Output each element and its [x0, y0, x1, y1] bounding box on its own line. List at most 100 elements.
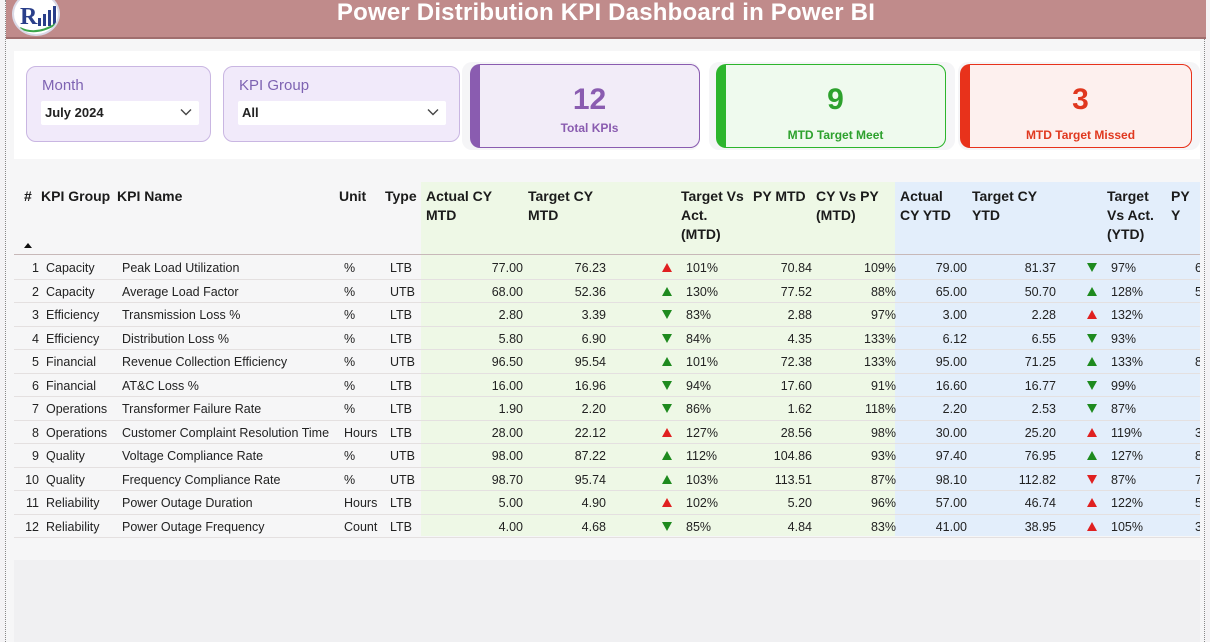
col-header-target-cy-ytd[interactable]: Target CY YTD	[972, 187, 1037, 225]
page-title: Power Distribution KPI Dashboard in Powe…	[336, 0, 876, 26]
cell-cy-vs-py-mtd: 83%	[870, 519, 896, 534]
cell-kpi-name: Voltage Compliance Rate	[122, 449, 264, 463]
cell-py-ytd: 3	[1195, 519, 1200, 534]
col-header-py-ytd[interactable]: PY Y	[1171, 188, 1190, 223]
cell-target-cy-mtd: 3.39	[581, 308, 606, 322]
cell-type: UTB	[390, 449, 415, 463]
chevron-down-icon	[180, 109, 192, 116]
cell-actual-cy-mtd: 4.00	[498, 519, 523, 534]
cell-py-ytd: 7	[1195, 472, 1200, 487]
month-dropdown[interactable]: July 2024	[41, 101, 199, 125]
col-header-num[interactable]: #	[24, 188, 32, 204]
arrow-up-icon	[662, 427, 672, 437]
arrow-down-icon	[1087, 474, 1097, 484]
kpi-group-dropdown[interactable]: All	[238, 101, 446, 125]
total-kpis-card: 12 Total KPIs	[470, 64, 700, 148]
col-header-actual-cy-ytd[interactable]: Actual CY YTD	[900, 187, 951, 225]
cell-kpi-group: Financial	[46, 378, 97, 393]
table-row[interactable]: 8 Operations Customer Complaint Resolution…	[14, 421, 1200, 444]
table-row[interactable]: 5 Financial Revenue Collection Efficiency%…	[14, 350, 1200, 374]
cell-kpi-name: Customer Complaint Resolution Time	[122, 425, 330, 440]
header-line: (YTD)	[1107, 226, 1145, 242]
cell-cy-vs-py-mtd: 97%	[870, 308, 896, 322]
table-row[interactable]: 1 Capacity Peak Load Utilization% LTB 77.00 7…	[14, 256, 1200, 280]
cell-kpi-group: Financial	[46, 355, 97, 369]
table-row[interactable]: 3 Efficiency Transmission Loss %% LTB 2.80 3.…	[14, 303, 1200, 327]
cell-cy-vs-py-mtd: 87%	[870, 472, 896, 487]
cell-actual-cy-mtd: 77.00	[491, 261, 523, 275]
cell-kpi-group: Efficiency	[46, 331, 100, 346]
cell-actual-cy-ytd: 95.00	[935, 355, 967, 369]
col-header-kpi-name[interactable]: KPI Name	[117, 188, 183, 204]
table-row[interactable]: 10 Quality Frequency Compliance Rate% UTB 98…	[14, 468, 1200, 491]
cell-type: LTB	[390, 425, 412, 440]
cell-target-cy-ytd: 50.70	[1024, 284, 1056, 299]
table-row[interactable]: 6 Financial AT&C Loss %% LTB 16.00 16.96 94% 17…	[14, 374, 1200, 397]
header-line: (MTD)	[816, 207, 856, 223]
cell-unit: Hours	[344, 425, 378, 440]
col-header-target-vs-act-ytd[interactable]: Target Vs Act. (YTD)	[1107, 187, 1154, 244]
cell-target-vs-act-mtd: 103%	[686, 472, 718, 487]
table-row[interactable]: 2 Capacity Average Load Factor% UTB 68.00 52.…	[14, 280, 1200, 303]
col-header-py-mtd[interactable]: PY MTD	[753, 188, 806, 204]
cell-actual-cy-mtd: 2.80	[498, 308, 523, 322]
cell-py-mtd: 5.20	[787, 496, 812, 510]
arrow-up-icon	[1087, 286, 1097, 296]
col-header-actual-cy-mtd[interactable]: Actual CY MTD	[426, 187, 492, 225]
cell-target-cy-mtd: 52.36	[574, 284, 606, 299]
cell-unit: %	[344, 331, 356, 346]
cell-num: 6	[32, 378, 39, 393]
cell-target-cy-ytd: 6.55	[1031, 331, 1056, 346]
cell-num: 4	[32, 331, 39, 346]
col-header-type[interactable]: Type	[385, 188, 417, 204]
cell-target-vs-act-ytd: 99%	[1111, 378, 1137, 393]
col-header-target-vs-act-mtd[interactable]: Target Vs Act. (MTD)	[681, 187, 744, 244]
cell-target-cy-ytd: 76.95	[1024, 449, 1056, 463]
cell-actual-cy-ytd: 3.00	[942, 308, 967, 322]
col-header-cy-vs-py-mtd[interactable]: CY Vs PY (MTD)	[816, 187, 879, 225]
cell-type: UTB	[390, 284, 415, 299]
dashboard-canvas: Power Distribution KPI Dashboard in Powe…	[5, 0, 1206, 642]
total-kpis-caption: Total KPIs	[560, 121, 619, 135]
cell-target-cy-ytd: 16.77	[1024, 378, 1056, 393]
cell-type: LTB	[390, 519, 412, 534]
col-header-target-cy-mtd[interactable]: Target CY MTD	[528, 187, 593, 225]
cell-unit: %	[344, 402, 356, 416]
cell-target-vs-act-mtd: 86%	[686, 402, 712, 416]
header-line: Vs Act.	[1107, 207, 1154, 223]
cell-target-vs-act-mtd: 101%	[686, 261, 718, 275]
cell-target-cy-ytd: 46.74	[1024, 496, 1056, 510]
col-header-kpi-group[interactable]: KPI Group	[41, 188, 111, 204]
cell-actual-cy-ytd: 16.60	[935, 378, 967, 393]
cell-actual-cy-ytd: 2.20	[942, 402, 967, 416]
table-row[interactable]: 7 Operations Transformer Failure Rate% LTB 1…	[14, 397, 1200, 421]
cell-unit: Count	[344, 519, 378, 534]
mtd-target-missed-caption: MTD Target Missed	[1025, 128, 1136, 142]
table-row[interactable]: 12 Reliability Power Outage Frequency Count…	[14, 515, 1200, 538]
cell-kpi-group: Reliability	[46, 519, 100, 534]
arrow-up-icon	[662, 498, 672, 507]
cell-num: 10	[25, 472, 39, 487]
chevron-down-icon	[427, 109, 439, 116]
arrow-up-icon	[662, 357, 672, 366]
table-row[interactable]: 11 Reliability Power Outage Duration Hours L…	[14, 491, 1200, 515]
header-line: Target CY	[528, 188, 594, 204]
col-header-unit[interactable]: Unit	[339, 188, 367, 204]
title-bar: Power Distribution KPI Dashboard in Powe…	[6, 0, 1206, 39]
cell-target-cy-mtd: 95.74	[574, 472, 606, 487]
cell-actual-cy-ytd: 65.00	[935, 284, 967, 299]
cell-actual-cy-ytd: 79.00	[935, 261, 967, 275]
header-line: CY Vs PY	[816, 188, 879, 204]
cell-target-vs-act-ytd: 87%	[1111, 402, 1137, 416]
header-line: MTD	[426, 207, 457, 223]
month-dropdown-value: July 2024	[45, 105, 104, 120]
table-row[interactable]: 4 Efficiency Distribution Loss %% LTB 5.80 6.…	[14, 327, 1200, 350]
cell-target-vs-act-mtd: 127%	[686, 425, 718, 440]
kpi-group-slicer: KPI Group All	[223, 66, 460, 142]
kpi-table: # KPI Group KPI Name Unit Type Actual CY…	[14, 182, 1200, 542]
sort-ascending-icon[interactable]	[24, 243, 32, 248]
cell-py-mtd: 104.86	[773, 449, 812, 463]
cell-kpi-name: Power Outage Duration	[122, 496, 253, 510]
cell-cy-vs-py-mtd: 93%	[870, 449, 896, 463]
table-row[interactable]: 9 Quality Voltage Compliance Rate% UTB 98.00…	[14, 444, 1200, 468]
